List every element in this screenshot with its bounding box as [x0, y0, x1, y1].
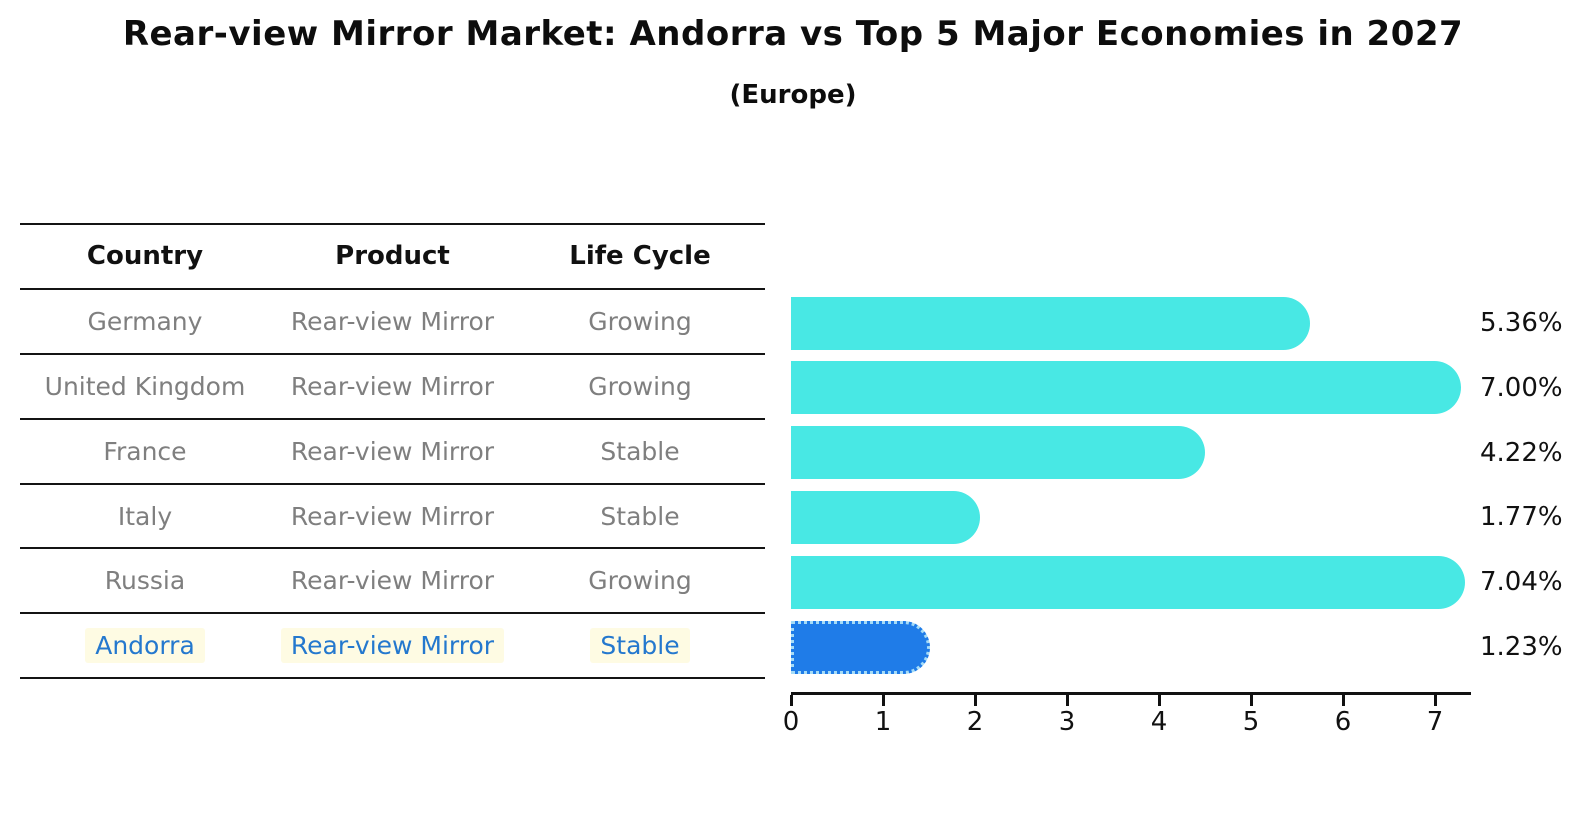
cell-product: Rear-view Mirror [270, 502, 515, 531]
bar-germany [791, 296, 1311, 350]
cell-life-cycle: Growing [515, 307, 765, 336]
bar-value-label: 5.36% [1480, 308, 1563, 338]
x-axis-tick-label: 6 [1334, 707, 1352, 737]
cell-text: Russia [104, 566, 186, 596]
cell-text: Germany [87, 306, 203, 336]
table-row: Russia Rear-view Mirror Growing [20, 549, 765, 615]
bar-russia [791, 555, 1465, 609]
cell-product: Rear-view Mirror [270, 372, 515, 401]
cell-text: Growing [588, 566, 692, 596]
x-axis-tick-label: 5 [1242, 707, 1260, 737]
cell-text: Italy [117, 501, 173, 531]
table-row: Andorra Rear-view Mirror Stable [20, 614, 765, 680]
table-header-product: Product [270, 241, 515, 271]
x-axis-tick [1341, 695, 1345, 706]
cell-text: Stable [600, 501, 680, 531]
cell-text: France [103, 436, 187, 466]
bar-value-label: 1.23% [1480, 632, 1563, 662]
cell-text: Stable [590, 628, 690, 664]
x-axis-tick [789, 695, 793, 706]
header-text: Life Cycle [569, 241, 711, 272]
header-text: Country [86, 241, 204, 272]
cell-text: Rear-view Mirror [280, 628, 505, 664]
cell-life-cycle: Stable [515, 437, 765, 466]
cell-text: United Kingdom [44, 371, 246, 401]
cell-text: Andorra [85, 628, 205, 664]
x-axis-tick-label: 7 [1426, 707, 1444, 737]
cell-text: Growing [588, 306, 692, 336]
cell-text: Rear-view Mirror [290, 566, 495, 596]
bar-value-label: 7.00% [1480, 372, 1563, 403]
x-axis-tick [1433, 695, 1437, 706]
cell-country: United Kingdom [20, 372, 270, 401]
cell-country: France [20, 437, 270, 466]
x-axis-tick-label: 2 [966, 707, 984, 737]
page-title: Rear-view Mirror Market: Andorra vs Top … [122, 14, 1464, 54]
bar-italy [791, 490, 980, 544]
cell-text: Rear-view Mirror [290, 436, 495, 466]
x-axis-tick [1249, 695, 1253, 706]
cell-life-cycle: Growing [515, 566, 765, 595]
cell-product: Rear-view Mirror [270, 628, 515, 664]
x-axis-tick-label: 0 [782, 707, 800, 737]
x-axis-tick [1065, 695, 1069, 706]
x-axis-line [791, 692, 1471, 695]
cell-country: Russia [20, 566, 270, 595]
x-axis-tick [1157, 695, 1161, 706]
table-header-country: Country [20, 241, 270, 271]
cell-product: Rear-view Mirror [270, 566, 515, 595]
bar-value-label: 1.77% [1480, 502, 1563, 533]
country-table: Country Product Life Cycle Germany Rear-v… [20, 223, 765, 680]
cell-text: Growing [588, 371, 692, 401]
table-row: France Rear-view Mirror Stable [20, 420, 765, 485]
cell-product: Rear-view Mirror [270, 307, 515, 336]
x-axis-tick [881, 695, 885, 706]
cell-life-cycle: Stable [515, 628, 765, 664]
cell-country: Germany [20, 307, 270, 336]
cell-product: Rear-view Mirror [270, 437, 515, 466]
bar-value-label: 7.04% [1480, 567, 1563, 598]
table-row: Italy Rear-view Mirror Stable [20, 485, 765, 550]
page-subtitle: (Europe) [729, 80, 857, 110]
table-header-row: Country Product Life Cycle [20, 225, 765, 290]
bar-andorra-highlight [791, 620, 931, 674]
cell-text: Stable [600, 436, 680, 466]
x-axis-tick-label: 4 [1150, 707, 1168, 737]
cell-text: Rear-view Mirror [290, 371, 495, 401]
x-axis-tick [973, 695, 977, 706]
table-row: United Kingdom Rear-view Mirror Growing [20, 355, 765, 420]
bar-united-kingdom [791, 361, 1461, 415]
table-row: Germany Rear-view Mirror Growing [20, 290, 765, 355]
header-text: Product [335, 241, 450, 272]
x-axis-tick-label: 3 [1058, 707, 1076, 737]
bar-value-label: 4.22% [1480, 437, 1563, 468]
cell-text: Rear-view Mirror [290, 306, 495, 336]
cell-country: Italy [20, 502, 270, 531]
table-body: Germany Rear-view Mirror Growing United Kin… [20, 290, 765, 680]
bar-france [791, 426, 1206, 480]
cell-life-cycle: Growing [515, 372, 765, 401]
table-header-life-cycle: Life Cycle [515, 241, 765, 271]
x-axis-tick-label: 1 [874, 707, 892, 737]
cell-country: Andorra [20, 628, 270, 664]
cell-text: Rear-view Mirror [290, 501, 495, 531]
cell-life-cycle: Stable [515, 502, 765, 531]
